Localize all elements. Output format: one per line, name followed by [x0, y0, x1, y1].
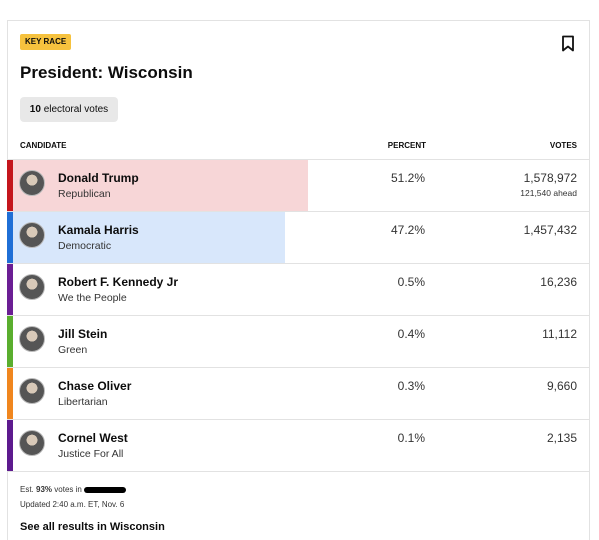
est-label: Est.: [20, 485, 34, 494]
candidate-name: Kamala Harris: [58, 223, 139, 237]
votes-in-label: votes in: [54, 485, 82, 494]
party-stripe: [7, 264, 13, 315]
divider: [7, 159, 590, 160]
reporting-pct: 93%: [36, 485, 53, 494]
candidate-party: We the People: [58, 292, 127, 304]
electoral-votes: 10 electoral votes: [20, 97, 118, 122]
candidate-percent: 51.2%: [390, 171, 425, 185]
candidate-party: Green: [58, 344, 88, 356]
candidate-votes: 16,236: [540, 275, 577, 289]
percent-bar: [13, 160, 309, 211]
party-stripe: [7, 160, 13, 211]
header-percent: PERCENT: [387, 141, 426, 150]
candidate-name: Chase Oliver: [58, 379, 132, 393]
party-stripe: [7, 368, 13, 419]
candidate-photo: [19, 170, 45, 196]
candidate-percent: 0.3%: [397, 379, 425, 393]
candidate-row: Cornel West Justice For All 0.1% 2,135: [7, 420, 590, 472]
candidate-row: Kamala Harris Democratic 47.2% 1,457,432: [7, 212, 590, 264]
party-stripe: [7, 316, 13, 367]
candidate-votes: 2,135: [546, 431, 577, 445]
candidate-row: Chase Oliver Libertarian 0.3% 9,660: [7, 368, 590, 420]
candidate-name: Jill Stein: [58, 327, 108, 341]
party-stripe: [7, 420, 13, 471]
key-race-badge: KEY RACE: [20, 34, 72, 50]
lead-margin: 121,540 ahead: [520, 188, 577, 198]
candidate-name: Cornel West: [58, 431, 128, 445]
candidate-percent: 0.4%: [397, 327, 425, 341]
bookmark-button[interactable]: [561, 35, 575, 52]
see-all-link[interactable]: See all results in Wisconsin: [20, 521, 165, 533]
candidate-votes: 1,457,432: [523, 223, 577, 237]
candidate-votes: 11,112: [542, 327, 577, 341]
candidate-votes: 9,660: [546, 379, 577, 393]
electoral-count: 10: [29, 104, 41, 115]
candidate-row: Donald Trump Republican 51.2% 1,578,972 121,…: [7, 160, 590, 212]
candidate-percent: 47.2%: [390, 223, 425, 237]
candidate-percent: 0.5%: [397, 275, 425, 289]
candidate-photo: [19, 222, 45, 248]
candidate-party: Justice For All: [58, 448, 124, 460]
candidate-photo: [19, 326, 45, 352]
party-stripe: [7, 212, 13, 263]
candidate-photo: [19, 274, 45, 300]
candidate-party: Republican: [58, 188, 111, 200]
updated-line: Updated 2:40 a.m. ET, Nov. 6: [20, 500, 125, 509]
candidate-votes: 1,578,972: [523, 171, 577, 185]
candidate-row: Robert F. Kennedy Jr We the People 0.5% 16,…: [7, 264, 590, 316]
candidate-photo: [19, 430, 45, 456]
candidate-name: Robert F. Kennedy Jr: [58, 275, 179, 289]
header-candidate: CANDIDATE: [20, 141, 67, 150]
percent-bar: [13, 212, 286, 263]
candidate-party: Libertarian: [58, 396, 108, 408]
electoral-text: electoral votes: [43, 104, 109, 115]
race-title: President: Wisconsin: [20, 63, 193, 82]
candidate-percent: 0.1%: [397, 431, 425, 445]
redacted: [84, 486, 127, 493]
candidate-party: Democratic: [58, 240, 112, 252]
page: KEY RACE President: Wisconsin 10 elector…: [7, 20, 590, 540]
candidate-row: Jill Stein Green 0.4% 11,112: [7, 316, 590, 368]
candidate-photo: [19, 378, 45, 404]
header-votes: VOTES: [549, 141, 577, 150]
candidate-name: Donald Trump: [58, 171, 139, 185]
reporting-line: Est. 93% votes in: [20, 485, 127, 494]
